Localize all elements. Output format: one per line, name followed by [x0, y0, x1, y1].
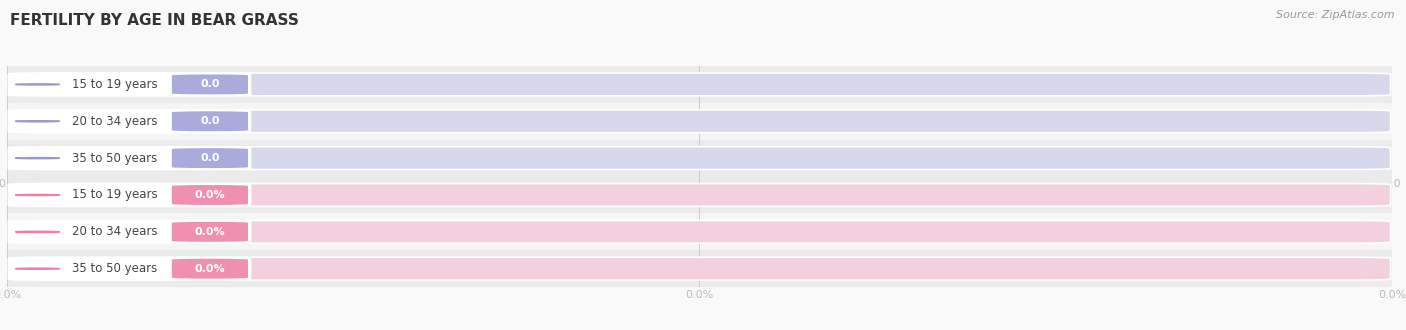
Text: 0.0%: 0.0%	[194, 227, 225, 237]
Text: 0.0%: 0.0%	[194, 190, 225, 200]
FancyBboxPatch shape	[172, 222, 247, 242]
Text: 0.0: 0.0	[200, 153, 219, 163]
FancyBboxPatch shape	[8, 147, 250, 170]
Text: 35 to 50 years: 35 to 50 years	[72, 262, 157, 275]
FancyBboxPatch shape	[8, 257, 250, 280]
Text: 15 to 19 years: 15 to 19 years	[72, 188, 157, 202]
Bar	[7, 140, 1392, 177]
FancyBboxPatch shape	[8, 147, 1391, 170]
FancyBboxPatch shape	[8, 73, 250, 96]
Bar	[7, 177, 1392, 214]
Text: 15 to 19 years: 15 to 19 years	[72, 78, 157, 91]
FancyBboxPatch shape	[172, 111, 247, 131]
FancyBboxPatch shape	[172, 185, 247, 205]
Circle shape	[15, 231, 59, 232]
FancyBboxPatch shape	[8, 110, 1391, 133]
Text: 0.0%: 0.0%	[194, 264, 225, 274]
Text: 0.0: 0.0	[200, 80, 219, 89]
FancyBboxPatch shape	[172, 259, 247, 279]
FancyBboxPatch shape	[8, 220, 250, 243]
FancyBboxPatch shape	[172, 148, 247, 168]
Text: 20 to 34 years: 20 to 34 years	[72, 225, 157, 238]
FancyBboxPatch shape	[172, 75, 247, 94]
Text: 20 to 34 years: 20 to 34 years	[72, 115, 157, 128]
Circle shape	[15, 121, 59, 122]
Bar	[7, 214, 1392, 250]
Bar	[7, 66, 1392, 103]
FancyBboxPatch shape	[8, 220, 1391, 243]
Circle shape	[15, 268, 59, 269]
Circle shape	[15, 194, 59, 196]
Text: 0.0: 0.0	[200, 116, 219, 126]
FancyBboxPatch shape	[8, 110, 250, 133]
Text: Source: ZipAtlas.com: Source: ZipAtlas.com	[1277, 10, 1395, 20]
FancyBboxPatch shape	[8, 73, 1391, 96]
FancyBboxPatch shape	[8, 257, 1391, 280]
FancyBboxPatch shape	[8, 183, 1391, 206]
Circle shape	[15, 84, 59, 85]
Circle shape	[15, 157, 59, 159]
Text: 35 to 50 years: 35 to 50 years	[72, 151, 157, 165]
Text: FERTILITY BY AGE IN BEAR GRASS: FERTILITY BY AGE IN BEAR GRASS	[10, 13, 298, 28]
FancyBboxPatch shape	[8, 183, 250, 206]
Bar	[7, 250, 1392, 287]
Bar	[7, 103, 1392, 140]
